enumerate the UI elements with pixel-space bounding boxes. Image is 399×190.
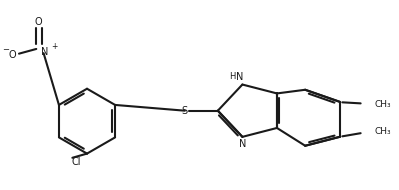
Text: −: − (2, 46, 9, 55)
Text: H: H (229, 72, 236, 81)
Text: CH₃: CH₃ (374, 127, 391, 136)
Text: N: N (239, 139, 247, 149)
Text: N: N (236, 72, 243, 82)
Text: +: + (51, 42, 57, 51)
Text: N: N (41, 47, 49, 57)
Text: O: O (9, 50, 16, 60)
Text: O: O (35, 17, 42, 27)
Text: CH₃: CH₃ (374, 100, 391, 109)
Text: S: S (182, 106, 188, 116)
Text: Cl: Cl (71, 158, 81, 168)
